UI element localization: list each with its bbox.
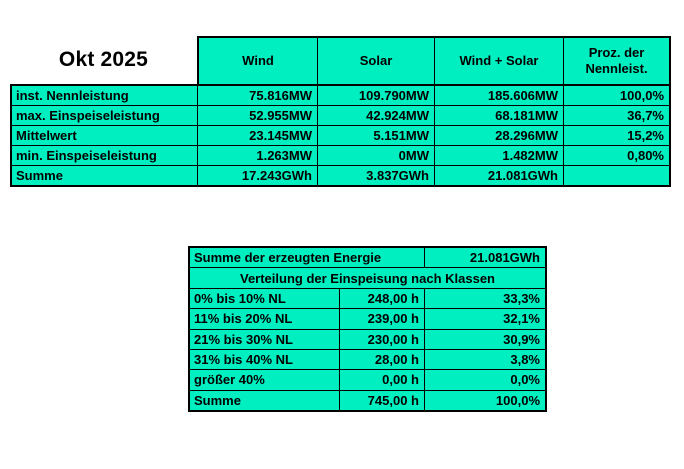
value-solar: 109.790MW [318, 86, 434, 105]
class-hours: 230,00 h [340, 329, 424, 349]
class-hours-total: 745,00 h [340, 390, 424, 410]
value-pct: 0,80% [564, 146, 669, 165]
value-wind-solar: 1.482MW [435, 146, 563, 165]
class-hours: 248,00 h [340, 288, 424, 309]
row-label-min-einspeiseleistung: min. Einspeiseleistung [12, 146, 197, 165]
class-hours: 28,00 h [340, 349, 424, 370]
energy-sum-label: Summe der erzeugten Energie [190, 248, 424, 268]
class-label-31-40: 31% bis 40% NL [190, 349, 339, 370]
class-label-0-10: 0% bis 10% NL [190, 288, 339, 309]
value-wind: 23.145MW [198, 126, 317, 145]
energy-sum-value: 21.081GWh [425, 248, 545, 268]
value-solar: 42.924MW [318, 106, 434, 125]
summary-table-header: Wind Solar Wind + Solar Proz. der Nennle… [197, 36, 671, 84]
summary-table-body: inst. Nennleistung 75.816MW 109.790MW 18… [10, 84, 671, 187]
value-wind-solar: 21.081GWh [435, 166, 563, 185]
value-wind: 1.263MW [198, 146, 317, 165]
value-wind: 52.955MW [198, 106, 317, 125]
column-header-solar: Solar [318, 38, 434, 84]
column-header-wind: Wind [199, 38, 317, 84]
value-wind-solar: 68.181MW [435, 106, 563, 125]
class-label-11-20: 11% bis 20% NL [190, 309, 339, 329]
value-wind: 75.816MW [198, 86, 317, 105]
class-label-21-30: 21% bis 30% NL [190, 329, 339, 349]
class-pct: 32,1% [425, 309, 545, 329]
class-pct: 3,8% [425, 349, 545, 370]
value-wind-solar: 185.606MW [435, 86, 563, 105]
class-pct: 0,0% [425, 370, 545, 390]
distribution-title: Verteilung der Einspeisung nach Klassen [190, 268, 545, 288]
column-header-wind-solar: Wind + Solar [435, 38, 563, 84]
row-label-summe: Summe [12, 166, 197, 185]
value-solar: 3.837GWh [318, 166, 434, 185]
class-hours: 239,00 h [340, 309, 424, 329]
value-solar: 0MW [318, 146, 434, 165]
class-pct: 33,3% [425, 288, 545, 309]
value-solar: 5.151MW [318, 126, 434, 145]
column-header-proz-nennleist: Proz. der Nennleist. [564, 38, 669, 84]
row-label-mittelwert: Mittelwert [12, 126, 197, 145]
month-title: Okt 2025 [58, 48, 149, 71]
value-pct-empty [564, 166, 669, 185]
class-hours: 0,00 h [340, 370, 424, 390]
row-label-max-einspeiseleistung: max. Einspeiseleistung [12, 106, 197, 125]
value-pct: 15,2% [564, 126, 669, 145]
distribution-table: Summe der erzeugten Energie 21.081GWh Ve… [188, 246, 547, 412]
value-pct: 36,7% [564, 106, 669, 125]
class-pct: 30,9% [425, 329, 545, 349]
value-pct: 100,0% [564, 86, 669, 105]
class-label-summe: Summe [190, 390, 339, 410]
class-pct-total: 100,0% [425, 390, 545, 410]
row-label-inst-nennleistung: inst. Nennleistung [12, 86, 197, 105]
value-wind-solar: 28.296MW [435, 126, 563, 145]
value-wind: 17.243GWh [198, 166, 317, 185]
class-label-groesser-40: größer 40% [190, 370, 339, 390]
